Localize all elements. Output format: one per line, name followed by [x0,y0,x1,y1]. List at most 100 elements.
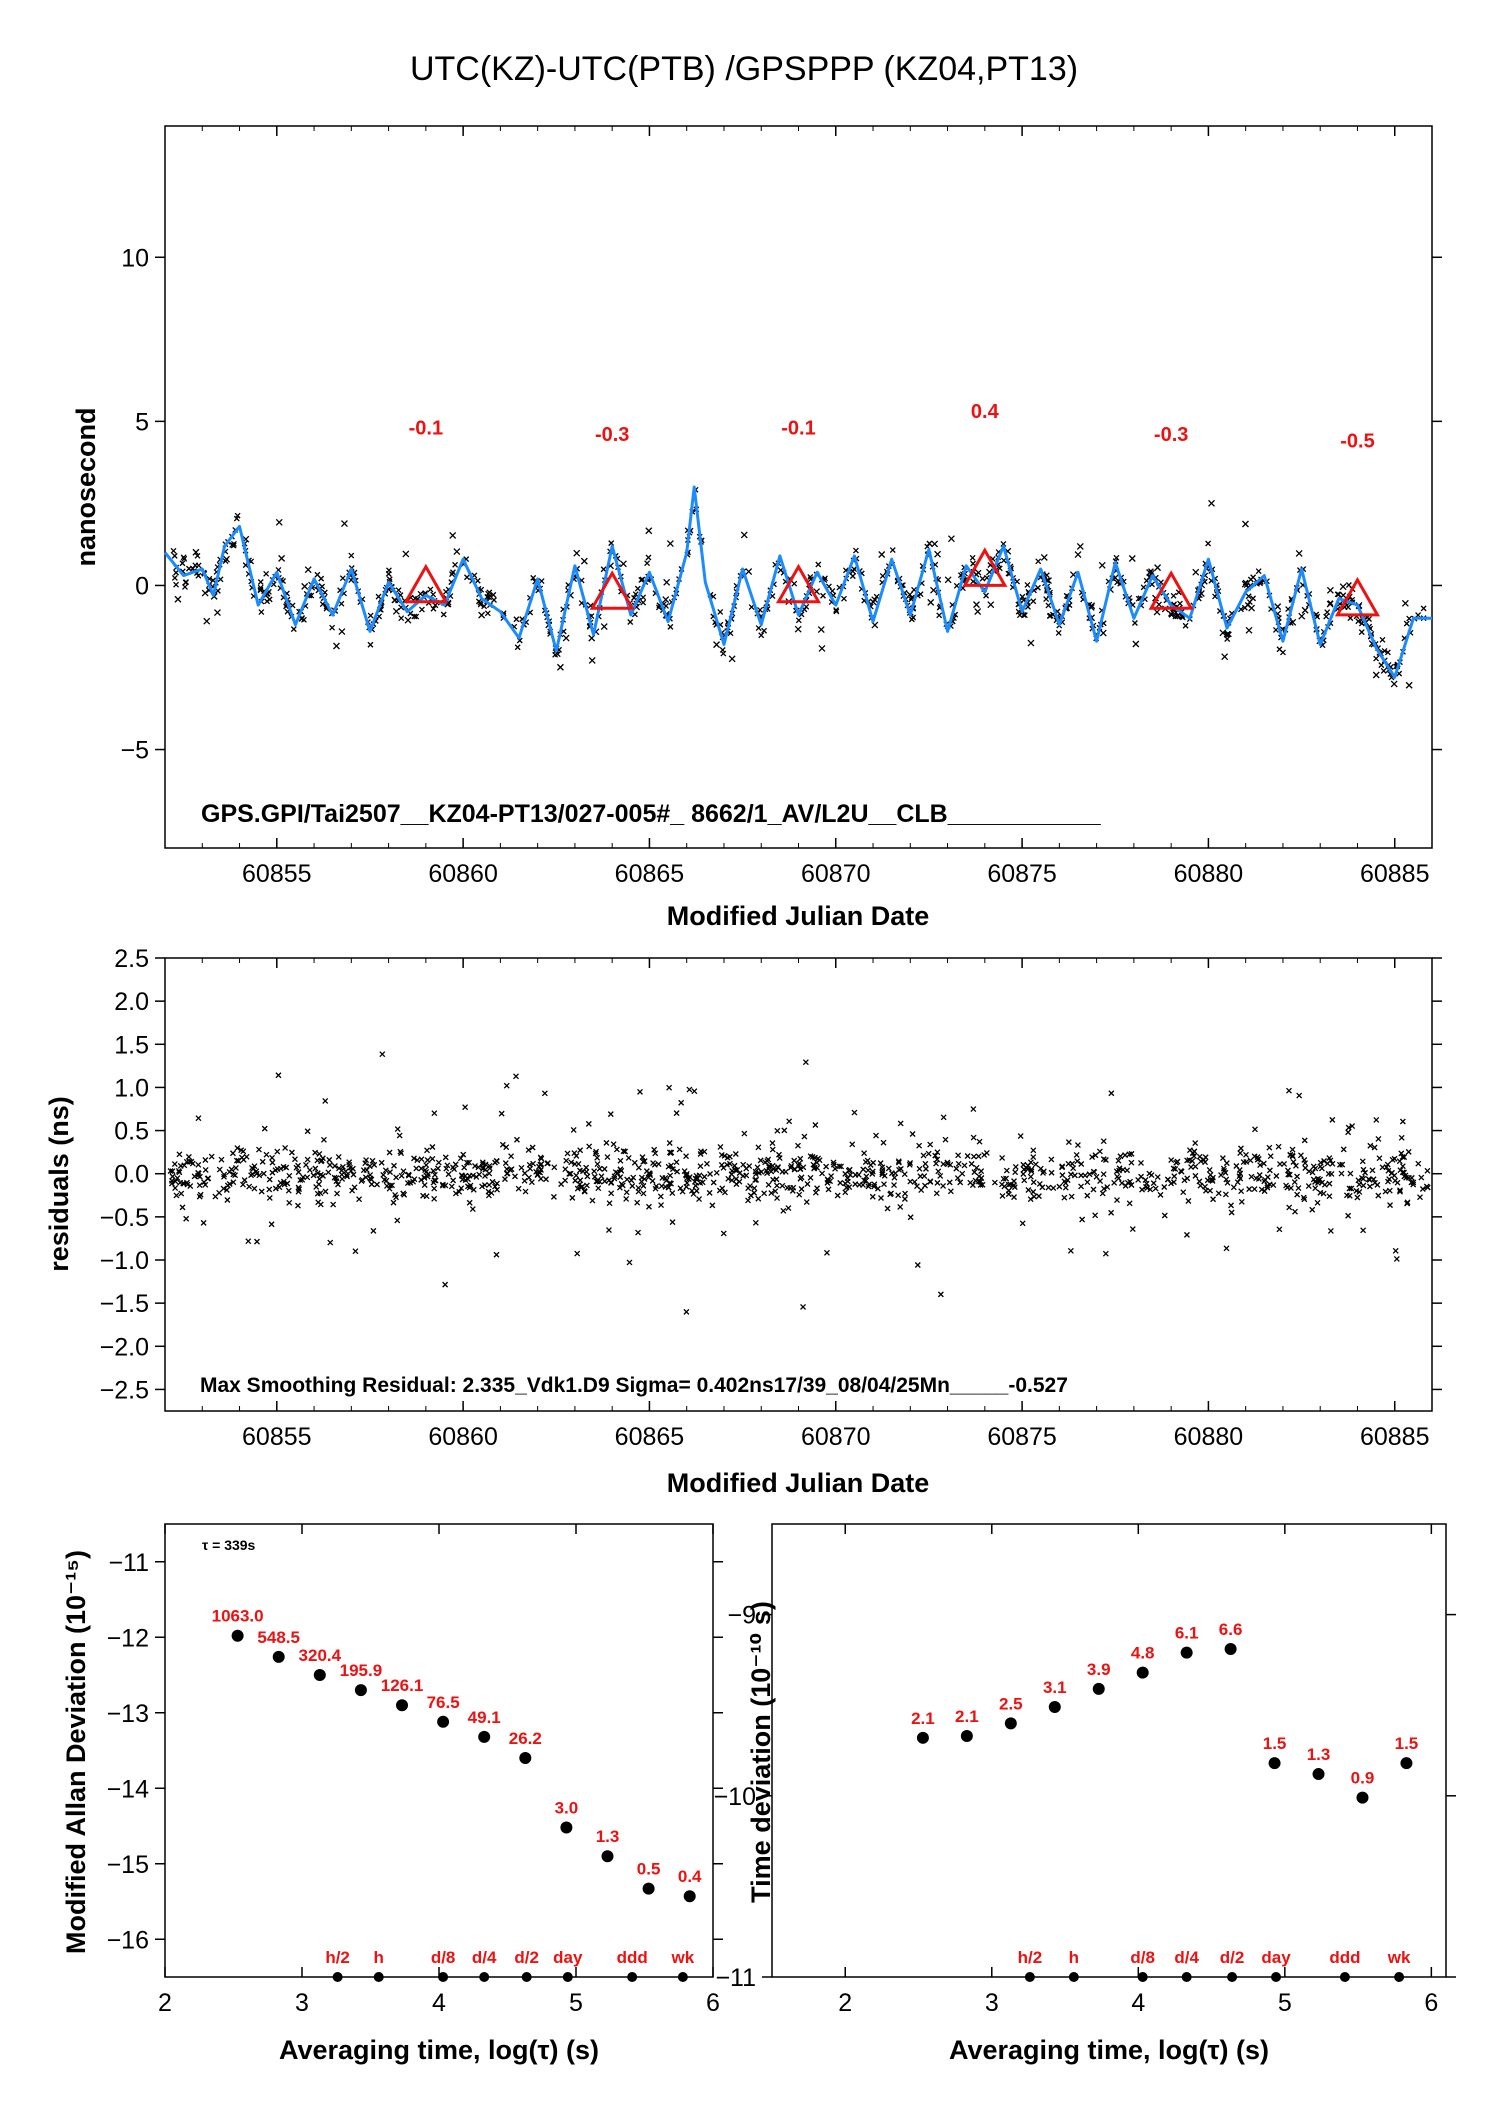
residual-point [776,1155,783,1162]
residual-point [494,1186,501,1193]
residual-point [1093,1173,1100,1180]
residual-point [240,1181,246,1188]
residual-point [573,1172,580,1179]
raw-point [878,551,886,558]
y-tick-label: 2.5 [114,945,149,973]
residual-point [795,1142,801,1149]
residual-point [169,1168,176,1175]
residual-point [812,1189,819,1196]
residual-point [444,1162,451,1169]
residual-point [268,1221,275,1228]
residual-point [942,1136,949,1143]
raw-point [430,591,437,598]
raw-point [375,593,382,600]
residual-point [216,1189,223,1196]
raw-point [477,601,484,608]
residual-point [1353,1187,1360,1194]
residual-point [637,1088,643,1095]
point-value-label: 6.1 [1175,1624,1199,1643]
raw-point [1219,629,1227,637]
x-tick-label: 60855 [242,860,312,888]
residual-point [1074,1158,1081,1165]
residual-point [891,1174,898,1181]
residual-point [563,1157,570,1164]
residual-point [195,1115,202,1122]
raw-point [329,624,336,631]
residual-point [791,1166,798,1173]
residual-point [232,1172,239,1179]
residual-point [869,1170,876,1177]
raw-point [432,602,439,609]
residual-point [598,1173,605,1180]
residual-point [535,1169,542,1175]
y-tick-label: −1.5 [100,1290,149,1318]
residual-point [1001,1183,1008,1190]
residual-point [1100,1138,1107,1145]
raw-point [1324,609,1331,616]
residual-point [1207,1187,1214,1194]
residual-point [696,1172,703,1179]
data-point [519,1752,532,1765]
residual-point [1354,1194,1361,1201]
residual-point [690,1191,697,1197]
residual-point [746,1163,753,1170]
residual-point [1292,1162,1299,1169]
y-tick-label: −10 [714,1783,756,1811]
y-tick-label: −2.5 [100,1376,149,1404]
residual-point [282,1144,289,1151]
residual-point [544,1160,551,1167]
residual-point [429,1155,436,1162]
residual-point [937,1291,944,1298]
raw-point [1248,604,1256,612]
residual-point [1389,1169,1395,1176]
residual-point [431,1185,438,1192]
residual-point [226,1169,233,1175]
residual-point [697,1179,704,1186]
residual-point [1336,1161,1343,1168]
residual-point [934,1149,941,1156]
raw-point [278,554,286,562]
residual-point [796,1191,803,1198]
residual-point [424,1157,431,1164]
residual-point [1389,1156,1396,1163]
raw-point [402,550,410,558]
residual-point [584,1173,591,1180]
residual-point [1065,1139,1072,1146]
residual-point [836,1163,843,1170]
residual-point [1399,1163,1406,1170]
residual-point [1209,1177,1216,1183]
tau-mark-label: d/2 [1220,1948,1245,1967]
residual-point [317,1201,324,1208]
raw-point [1255,568,1262,575]
residual-point [640,1182,647,1189]
residual-point [389,1182,395,1189]
residual-point [562,1166,569,1173]
residual-point [791,1157,798,1164]
raw-point [908,616,915,623]
residual-point [176,1151,183,1158]
tau-mark [1137,1972,1148,1982]
residual-point [331,1163,338,1169]
residual-point [521,1170,528,1177]
residual-point [892,1170,899,1177]
point-value-label: 126.1 [381,1676,424,1695]
residual-point [1180,1189,1187,1196]
y-tick-label: −12 [107,1624,149,1652]
residual-point [303,1162,309,1168]
tau-mark [1339,1972,1350,1982]
raw-point [171,552,178,559]
top-axis-ticks: 60855 60860 60865 60870 60875 60880 60885 −5 0 5 1… [120,126,1442,888]
residual-point [626,1259,633,1266]
residual-point [439,1181,446,1188]
residual-point [678,1099,685,1106]
marker-value-label: 0.4 [971,401,1000,423]
residual-point [1021,1177,1028,1184]
residual-point [1101,1185,1107,1192]
residual-point [1185,1198,1192,1204]
residual-point [837,1179,844,1186]
residual-point [1192,1172,1199,1179]
residual-point [596,1165,603,1172]
residual-point [1196,1178,1203,1185]
data-point [396,1699,409,1712]
tau-mark-label: h/2 [1018,1948,1043,1967]
